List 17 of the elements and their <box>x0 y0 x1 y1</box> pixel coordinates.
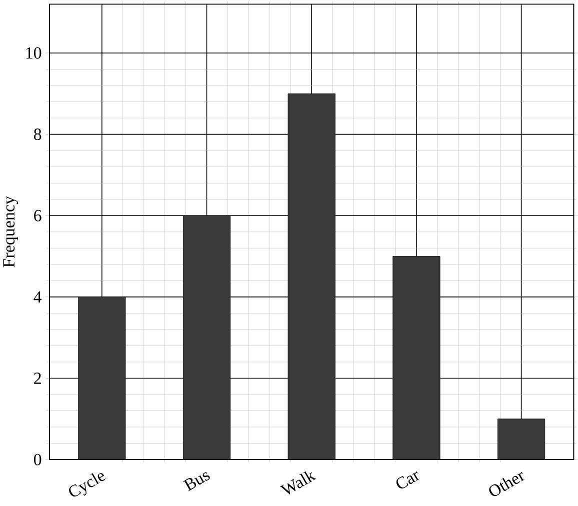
y-tick-label: 0 <box>34 454 42 466</box>
x-tick-label: Car <box>396 471 420 488</box>
x-tick-label: Bus <box>183 472 210 492</box>
bar <box>288 93 336 460</box>
x-tick-label: Walk <box>280 471 316 494</box>
x-tick-label: Other <box>489 472 525 496</box>
x-tick-label: Cycle <box>69 472 106 496</box>
y-tick-label: 2 <box>34 372 41 384</box>
y-axis-title: Frequency <box>3 196 18 268</box>
bar <box>78 296 126 460</box>
y-tick-label: 8 <box>34 128 42 140</box>
y-tick-label: 10 <box>26 47 42 59</box>
y-tick-label: 6 <box>34 210 42 222</box>
y-tick-label: 4 <box>34 291 42 302</box>
bar <box>498 418 546 460</box>
bar <box>182 215 231 460</box>
bar <box>392 256 440 460</box>
